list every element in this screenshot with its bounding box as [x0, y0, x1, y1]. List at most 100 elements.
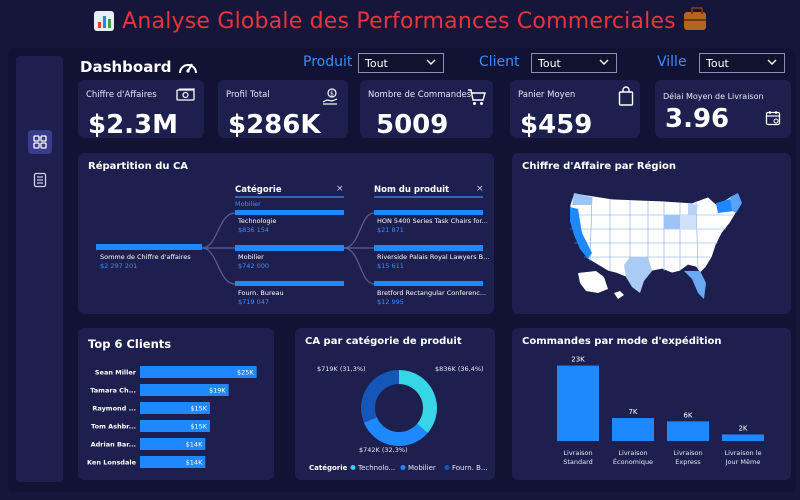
product-value: $12 995: [377, 298, 404, 306]
ville-select-value: Tout: [706, 57, 729, 70]
client-select-value: Tout: [538, 57, 561, 70]
sidebar: [16, 56, 63, 482]
legend-label: Fourn. B...: [452, 464, 488, 472]
client-bar: [140, 384, 229, 396]
region-map-card: Chiffre d'Affaire par Région: [512, 153, 791, 314]
legend-title: Catégorie: [309, 464, 348, 472]
root-node[interactable]: Somme de Chiffre d'affaires $2 297 201: [100, 253, 191, 271]
state-washington: [572, 193, 592, 205]
product-bar: [374, 281, 483, 286]
shipping-chart: 23K Livraison Standard 7K Livraison Économiqu…: [557, 356, 764, 466]
col2-header: Nom du produit: [374, 185, 450, 195]
ville-select[interactable]: Tout: [699, 53, 785, 73]
money-icon: [176, 88, 195, 101]
donut-slice: [361, 370, 399, 423]
kpi-card-profil-total: Profil Total $286K $: [218, 80, 348, 140]
client-value-label: $15K: [190, 423, 207, 431]
client-name-label: Raymond ...: [92, 405, 136, 413]
shipping-title: Commandes par mode d'expédition: [522, 336, 722, 347]
chevron-down-icon: [426, 59, 436, 65]
category-value: $719 047: [238, 298, 270, 306]
close-icon[interactable]: ×: [336, 184, 344, 194]
category-name: Fourn. Bureau: [238, 289, 284, 297]
product-value: $15 611: [377, 262, 404, 270]
client-name-label: Sean Miller: [95, 369, 137, 377]
legend-label: Mobilier: [408, 464, 436, 472]
close-icon[interactable]: ×: [476, 184, 484, 194]
chevron-down-icon: [767, 59, 777, 65]
shipping-bar: [667, 421, 709, 441]
usa-map[interactable]: [512, 153, 791, 314]
category-bar: [235, 210, 344, 215]
kpi-label: Chiffre d'Affaires: [86, 90, 157, 100]
top-clients-title: Top 6 Clients: [88, 337, 172, 351]
dashboard-heading: Dashboard: [80, 58, 199, 76]
list-icon[interactable]: [28, 168, 52, 192]
chevron-down-icon: [599, 59, 609, 65]
root-label: Somme de Chiffre d'affaires: [100, 253, 191, 261]
top-clients-card: Top 6 Clients Sean Miller $25K Tamara Ch..…: [78, 328, 274, 480]
client-value-label: $25K: [237, 369, 254, 377]
client-bar: [140, 402, 210, 414]
client-value-label: $14K: [186, 441, 203, 449]
state-texas: [624, 257, 652, 293]
shipping-bar: [722, 434, 764, 441]
col1-filter: Mobilier: [235, 200, 261, 208]
state-new-york: [716, 199, 734, 213]
kpi-value: $286K: [228, 110, 321, 140]
shipping-category-label: Livraison le Jour Même: [724, 449, 761, 466]
tree-connector: [201, 247, 236, 285]
category-node[interactable]: Mobilier $742 000: [238, 253, 269, 271]
donut-data-label: $836K (36,4%): [435, 365, 484, 373]
product-node[interactable]: HON 5400 Series Task Chairs for... $21 8…: [377, 217, 488, 235]
product-value: $21 871: [377, 226, 404, 234]
kpi-label: Profil Total: [226, 90, 270, 100]
client-bar: [140, 420, 210, 432]
filter-label-produit: Produit: [303, 54, 353, 70]
category-bar: [235, 245, 344, 251]
briefcase-icon: [683, 7, 706, 30]
shipping-bar: [612, 418, 654, 441]
donut-slice: [363, 417, 428, 446]
kpi-value: 5009: [376, 110, 449, 140]
category-value: $742 000: [238, 262, 270, 270]
state-midwest: [680, 215, 696, 229]
money-hand-icon: $: [322, 88, 338, 105]
category-node[interactable]: Fourn. Bureau $719 047: [238, 289, 284, 307]
kpi-value: $459: [520, 110, 593, 140]
client-name-label: Adrian Bar...: [91, 441, 136, 449]
shipping-category-label: Livraison Express: [673, 449, 702, 466]
category-bar: [235, 281, 344, 286]
grid-icon[interactable]: [28, 130, 52, 154]
shipping-value-label: 7K: [628, 408, 637, 416]
client-bar: [140, 366, 257, 378]
cart-icon: [468, 89, 486, 105]
client-value-label: $15K: [190, 405, 207, 413]
product-bar: [374, 210, 483, 215]
kpi-value: 3.96: [665, 104, 730, 134]
shipping-value-label: 2K: [738, 424, 747, 432]
client-select[interactable]: Tout: [531, 53, 617, 73]
client-name-label: Tamara Ch...: [90, 387, 136, 395]
category-donut-chart: $836K (36,4%) $742K (32,3%) $719K (31,3%) C…: [309, 365, 488, 472]
client-bar: [140, 456, 206, 468]
product-node[interactable]: Bretford Rectangular Conferenc... $12 99…: [377, 289, 486, 307]
kpi-label: Panier Moyen: [518, 90, 576, 100]
legend-swatch: [444, 465, 450, 470]
root-bar: [96, 244, 202, 250]
state-northeast: [730, 193, 742, 213]
shipping-value-label: 6K: [683, 411, 692, 419]
kpi-label: Nombre de Commandes: [368, 90, 472, 100]
kpi-card-nombre-commandes: Nombre de Commandes 5009: [360, 80, 493, 140]
product-node[interactable]: Riverside Palais Royal Lawyers B... $15 …: [377, 253, 489, 271]
category-node[interactable]: Technologie $836 154: [238, 217, 276, 235]
bag-icon: [618, 86, 634, 106]
produit-select[interactable]: Tout: [358, 53, 444, 73]
legend-swatch: [400, 465, 406, 470]
category-value: $836 154: [238, 226, 270, 234]
shipping-category-label: Livraison Économique: [613, 449, 653, 466]
shipping-category-label: Livraison Standard: [563, 449, 593, 466]
legend-label: Technolo...: [357, 464, 395, 472]
col1-header: Catégorie: [235, 185, 282, 195]
svg-text:$: $: [330, 91, 334, 98]
